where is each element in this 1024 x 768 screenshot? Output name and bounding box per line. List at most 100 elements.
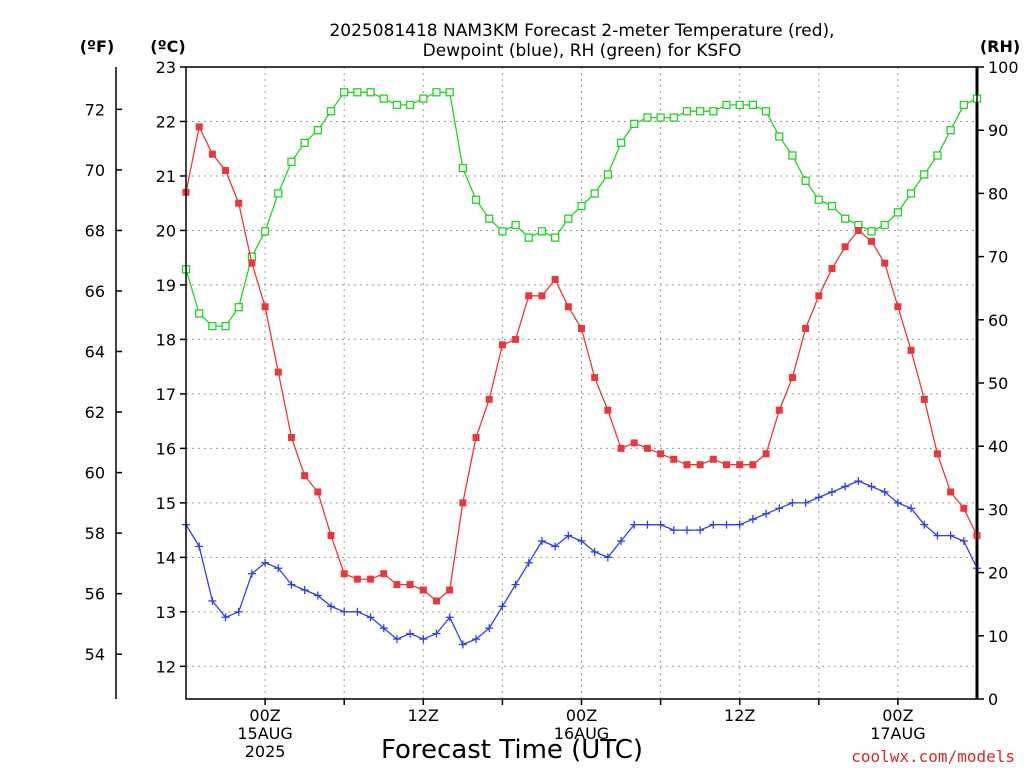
temperature-point: [802, 325, 810, 333]
dewpoint-point: [524, 558, 533, 567]
rh-point: [432, 88, 441, 97]
dewpoint-point: [577, 537, 586, 545]
celsius-tick-label: 14: [156, 548, 176, 567]
rh-point: [353, 88, 362, 97]
rh-point: [274, 189, 283, 198]
temperature-point: [432, 597, 440, 605]
rh-point: [564, 214, 573, 223]
temperature-point: [235, 199, 243, 207]
temperature-point: [723, 461, 731, 469]
dewpoint-point: [854, 477, 863, 486]
dewpoint-point: [827, 487, 836, 496]
rh-tick-label: 80: [988, 184, 1008, 203]
rh-tick-label: 0: [988, 690, 998, 709]
time-tick-label: 16AUG: [554, 724, 609, 743]
fahrenheit-tick-label: 64: [85, 343, 105, 362]
temperature-point: [881, 259, 889, 267]
fahrenheit-tick-label: 60: [85, 464, 105, 483]
celsius-tick-label: 18: [156, 330, 176, 349]
celsius-tick-label: 23: [156, 58, 176, 77]
rh-point: [195, 309, 204, 318]
rh-tick-label: 10: [988, 627, 1008, 646]
temperature-point: [762, 450, 770, 458]
rh-point: [814, 195, 823, 204]
temperature-point: [327, 532, 335, 540]
rh-tick-label: 40: [988, 437, 1008, 456]
temperature-point: [617, 444, 625, 452]
rh-tick-label: 50: [988, 374, 1008, 393]
dewpoint-point: [498, 602, 507, 611]
rh-tick-label: 70: [988, 248, 1008, 267]
temperature-point: [287, 433, 295, 441]
temperature-point: [538, 292, 546, 300]
temperature-point: [591, 374, 599, 382]
dewpoint-point: [247, 569, 256, 578]
temperature-point: [775, 406, 783, 414]
dewpoint-point: [234, 607, 243, 616]
rh-point: [485, 214, 494, 223]
plot-frame: [185, 66, 978, 700]
rh-tick-label: 60: [988, 311, 1008, 330]
rh-point: [801, 176, 810, 185]
dewpoint-point: [392, 635, 401, 644]
temperature-point: [841, 243, 849, 251]
fahrenheit-tick-label: 70: [85, 161, 105, 180]
rh-point: [366, 88, 375, 97]
rh-point: [550, 233, 560, 242]
rh-point: [603, 170, 613, 179]
rh-point: [326, 107, 336, 116]
time-tick-label: 00Z: [249, 706, 280, 725]
x-axis-label: Forecast Time (UTC): [381, 735, 643, 765]
temperature-point: [208, 150, 216, 158]
temperature-point: [907, 346, 915, 354]
temperature-point: [301, 472, 309, 480]
dewpoint-point: [643, 520, 652, 529]
time-tick-label: 17AUG: [870, 724, 925, 743]
rh-point: [537, 227, 547, 236]
celsius-tick-label: 17: [156, 385, 176, 404]
temperature-point: [854, 226, 862, 234]
temperature-point: [459, 499, 467, 507]
temperature-point: [696, 461, 704, 469]
temperature-point: [933, 450, 941, 458]
temperature-point: [749, 461, 757, 469]
dewpoint-point: [801, 498, 810, 507]
series-temperature: [182, 123, 981, 605]
temperature-point: [657, 450, 665, 458]
series-dewpoint: [182, 477, 981, 649]
rh-point: [867, 227, 876, 236]
temperature-point: [367, 575, 375, 583]
dewpoint-point: [551, 542, 560, 551]
rh-unit-label: (RH): [980, 37, 1020, 56]
dewpoint-point: [933, 531, 942, 540]
temperature-point: [578, 325, 585, 333]
temperature-point: [222, 167, 230, 175]
dewpoint-point: [485, 624, 494, 633]
temperature-point: [894, 303, 902, 311]
rh-point: [841, 214, 850, 223]
grid-lines: [186, 66, 977, 699]
dewpoint-point: [893, 498, 902, 507]
celsius-unit-label: (ºC): [150, 37, 185, 56]
rh-point: [577, 201, 586, 211]
temperature-point: [248, 259, 256, 267]
rh-point: [313, 126, 322, 135]
temperature-point: [960, 504, 968, 512]
rh-point: [287, 157, 296, 166]
temperature-point: [406, 581, 414, 589]
rh-tick-label: 90: [988, 121, 1008, 140]
temperature-point: [274, 368, 282, 376]
temperature-point: [643, 444, 651, 452]
fahrenheit-tick-label: 72: [85, 100, 105, 119]
rh-point: [880, 220, 889, 230]
celsius-tick-label: 12: [156, 657, 176, 676]
temperature-point: [261, 303, 269, 311]
temperature-point: [670, 455, 678, 463]
dewpoint-point: [458, 640, 467, 649]
celsius-tick-label: 22: [156, 112, 176, 131]
rh-point: [445, 88, 454, 97]
dewpoint-point: [656, 520, 665, 529]
rh-point: [827, 201, 837, 211]
rh-point: [709, 107, 718, 116]
